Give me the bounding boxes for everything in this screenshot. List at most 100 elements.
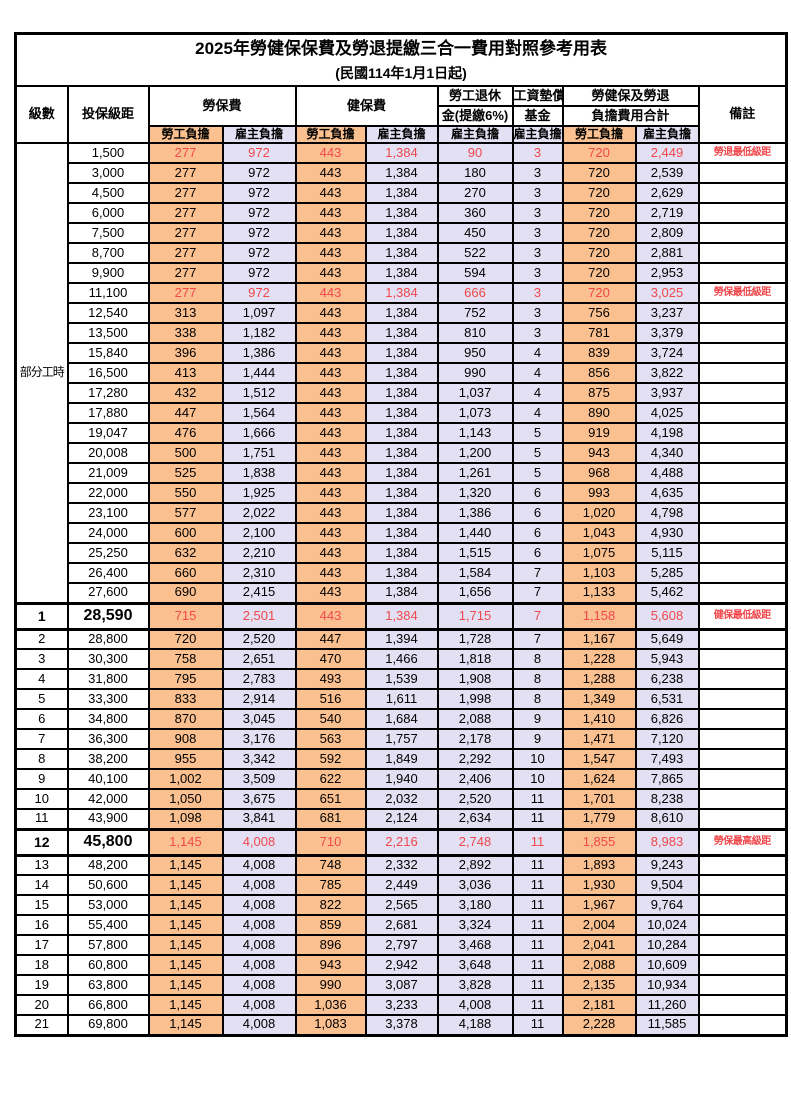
- total-employer-cell: 2,719: [634, 202, 700, 224]
- li-employer-cell: 4,008: [221, 874, 297, 896]
- hi-employer-cell: 1,384: [364, 582, 439, 604]
- fee-table: 2025年勞健保保費及勞退提繳三合一費用對照參考用表 (民國114年1月1日起)…: [14, 32, 789, 1037]
- remark-cell: [697, 728, 788, 750]
- table-row: 17,280 432 1,512 443 1,384 1,037 4 875 3,937: [16, 382, 788, 404]
- remark-cell: [697, 562, 788, 584]
- total-employee-cell: 720: [561, 142, 637, 164]
- li-employer-cell: 4,008: [221, 954, 297, 976]
- fund-employer-cell: 8: [511, 688, 564, 710]
- li-employer-cell: 1,182: [221, 322, 297, 344]
- table-row: 13 48,200 1,145 4,008 748 2,332 2,892 11 1,893 9,…: [14, 854, 788, 876]
- hi-employer-cell: 1,384: [364, 562, 439, 584]
- pension-employer-cell: 1,656: [436, 582, 514, 604]
- li-employer-cell: 2,914: [221, 688, 297, 710]
- hi-employee-cell: 443: [294, 482, 367, 504]
- pension-employer-cell: 1,386: [436, 502, 514, 524]
- li-employee-cell: 277: [147, 222, 224, 244]
- level-cell: 13: [14, 854, 69, 876]
- hi-employee-cell: 443: [294, 162, 367, 184]
- pension-employer-cell: 1,515: [436, 542, 514, 564]
- fund-employer-cell: 11: [511, 914, 564, 936]
- li-employee-cell: 277: [147, 162, 224, 184]
- li-employee-cell: 908: [147, 728, 224, 750]
- hi-employee-cell: 785: [294, 874, 367, 896]
- fund-employer-cell: 10: [511, 768, 564, 790]
- total-employer-cell: 9,504: [634, 874, 700, 896]
- hi-employee-cell: 822: [294, 894, 367, 916]
- bracket-cell: 48,200: [66, 854, 150, 876]
- level-cell: 15: [14, 894, 69, 916]
- bracket-cell: 30,300: [66, 648, 150, 670]
- total-employer-cell: 10,609: [634, 954, 700, 976]
- total-employee-cell: 1,893: [561, 854, 637, 876]
- total-employer-cell: 4,635: [634, 482, 700, 504]
- remark-cell: [697, 582, 788, 604]
- hi-employee-cell: 443: [294, 402, 367, 424]
- pension-employer-cell: 1,998: [436, 688, 514, 710]
- col-header-labor-insurance: 勞保費: [147, 85, 297, 127]
- li-employee-cell: 1,145: [147, 954, 224, 976]
- level-cell: 14: [14, 874, 69, 896]
- table-row: 17 57,800 1,145 4,008 896 2,797 3,468 11 2,041 10…: [14, 934, 788, 956]
- fund-employer-cell: 4: [511, 402, 564, 424]
- pension-employer-cell: 594: [436, 262, 514, 284]
- li-employee-cell: 955: [147, 748, 224, 770]
- total-employer-cell: 11,585: [634, 1014, 700, 1036]
- table-row: 26,400 660 2,310 443 1,384 1,584 7 1,103 5,285: [16, 562, 788, 584]
- li-employee-cell: 870: [147, 708, 224, 730]
- remark-cell: [697, 302, 788, 324]
- hi-employee-cell: 443: [294, 342, 367, 364]
- hi-employee-cell: 859: [294, 914, 367, 936]
- fund-employer-cell: 6: [511, 542, 564, 564]
- total-employee-cell: 1,930: [561, 874, 637, 896]
- total-employer-cell: 2,809: [634, 222, 700, 244]
- remark-cell: [697, 242, 788, 264]
- pension-employer-cell: 3,180: [436, 894, 514, 916]
- hi-employer-cell: 2,449: [364, 874, 439, 896]
- fund-employer-cell: 3: [511, 182, 564, 204]
- hi-employer-cell: 2,124: [364, 808, 439, 830]
- table-row: 8,700 277 972 443 1,384 522 3 720 2,881: [16, 242, 788, 264]
- table-row: 15,840 396 1,386 443 1,384 950 4 839 3,724: [16, 342, 788, 364]
- hi-employee-cell: 540: [294, 708, 367, 730]
- table-row: 3 30,300 758 2,651 470 1,466 1,818 8 1,228 5,943: [14, 648, 788, 670]
- fund-employer-cell: 9: [511, 728, 564, 750]
- li-employer-cell: 972: [221, 242, 297, 264]
- total-employer-cell: 5,649: [634, 628, 700, 650]
- total-employer-cell: 9,764: [634, 894, 700, 916]
- remark-cell: [697, 1014, 788, 1036]
- hi-employer-cell: 2,332: [364, 854, 439, 876]
- pension-employer-cell: 1,818: [436, 648, 514, 670]
- hi-employer-cell: 1,384: [364, 302, 439, 324]
- li-employee-cell: 432: [147, 382, 224, 404]
- hi-employer-cell: 1,384: [364, 422, 439, 444]
- li-employee-cell: 720: [147, 628, 224, 650]
- bracket-cell: 53,000: [66, 894, 150, 916]
- subheader-hi-employee: 勞工負擔: [294, 125, 367, 144]
- li-employer-cell: 2,501: [221, 601, 297, 631]
- table-row: 27,600 690 2,415 443 1,384 1,656 7 1,133 5,462: [16, 582, 788, 604]
- subheader-hi-employer: 雇主負擔: [364, 125, 439, 144]
- li-employer-cell: 2,100: [221, 522, 297, 544]
- bracket-cell: 22,000: [66, 482, 150, 504]
- hi-employer-cell: 1,384: [364, 262, 439, 284]
- hi-employee-cell: 443: [294, 242, 367, 264]
- level-cell: 7: [14, 728, 69, 750]
- table-row: 11 43,900 1,098 3,841 681 2,124 2,634 11 1,779 8,…: [14, 808, 788, 830]
- subheader-li-employee: 勞工負擔: [147, 125, 224, 144]
- fund-employer-cell: 7: [511, 582, 564, 604]
- total-employee-cell: 720: [561, 182, 637, 204]
- pension-employer-cell: 522: [436, 242, 514, 264]
- total-employee-cell: 968: [561, 462, 637, 484]
- hi-employer-cell: 2,942: [364, 954, 439, 976]
- pension-employer-cell: 360: [436, 202, 514, 224]
- bracket-cell: 19,047: [66, 422, 150, 444]
- hi-employer-cell: 1,384: [364, 222, 439, 244]
- hi-employer-cell: 1,684: [364, 708, 439, 730]
- hi-employer-cell: 2,797: [364, 934, 439, 956]
- header-row-3: 勞工負擔 雇主負擔 勞工負擔 雇主負擔 雇主負擔 雇主負擔 勞工負擔 雇主負擔: [16, 125, 787, 144]
- remark-cell: [697, 994, 788, 1016]
- total-employer-cell: 2,539: [634, 162, 700, 184]
- pension-employer-cell: 1,320: [436, 482, 514, 504]
- fund-employer-cell: 11: [511, 854, 564, 876]
